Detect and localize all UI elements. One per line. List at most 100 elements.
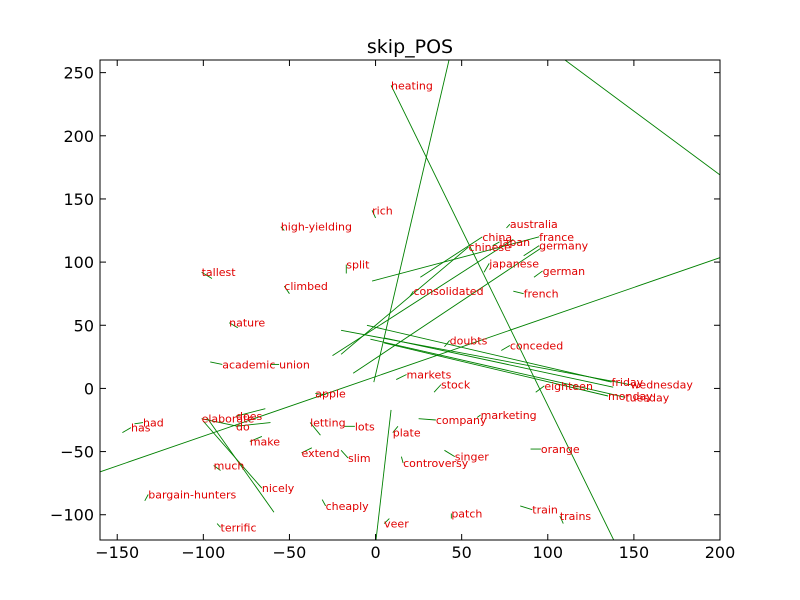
word-vector-line bbox=[483, 263, 490, 273]
x-tick-label: 50 bbox=[451, 543, 471, 562]
word-label: veer bbox=[384, 518, 409, 531]
word-label: split bbox=[346, 259, 370, 272]
x-tick-label: −150 bbox=[95, 543, 139, 562]
word-label: chinese bbox=[469, 241, 512, 254]
y-tick-label: 100 bbox=[63, 253, 94, 272]
word-vector-line bbox=[340, 246, 469, 355]
word-label: australia bbox=[510, 218, 558, 231]
word-label: tallest bbox=[202, 266, 237, 279]
line-layer bbox=[100, 60, 720, 540]
y-tick-label: 250 bbox=[63, 64, 94, 83]
word-label: doubts bbox=[450, 334, 488, 347]
word-label: heating bbox=[391, 79, 433, 92]
connector-line bbox=[100, 257, 720, 473]
x-tick-label: 200 bbox=[705, 543, 736, 562]
word-label: japan bbox=[499, 236, 531, 249]
y-tick-label: 200 bbox=[63, 127, 94, 146]
word-label: japanese bbox=[488, 257, 539, 270]
word-vector-line bbox=[492, 241, 500, 247]
y-tick-label: 50 bbox=[74, 316, 94, 335]
word-vector-line bbox=[216, 523, 221, 528]
word-vector-line bbox=[400, 456, 404, 464]
chart-title: skip_POS bbox=[367, 36, 453, 58]
word-label: apple bbox=[315, 387, 346, 400]
word-label: controversy bbox=[403, 457, 469, 470]
word-label: eighteen bbox=[544, 380, 593, 393]
word-label: letting bbox=[310, 417, 345, 430]
word-vector-line bbox=[134, 422, 144, 425]
word-vector-line bbox=[144, 494, 149, 502]
word-label: france bbox=[539, 231, 574, 244]
word-vector-line bbox=[383, 518, 390, 524]
word-vector-line bbox=[283, 285, 290, 294]
word-vector-line bbox=[341, 329, 631, 386]
word-vector-line bbox=[122, 427, 132, 434]
tick-layer: −150 −100 −50 0 50 100 150 200−100−500501001502… bbox=[50, 60, 735, 562]
word-label: singer bbox=[455, 451, 490, 464]
word-vector-line bbox=[280, 226, 285, 231]
word-label: stock bbox=[441, 379, 471, 392]
connector-line bbox=[206, 417, 275, 513]
word-label: trains bbox=[560, 510, 592, 523]
word-label: had bbox=[143, 417, 164, 430]
plot-frame bbox=[99, 59, 721, 541]
word-label: academic bbox=[222, 358, 275, 371]
word-vector-line bbox=[210, 361, 223, 365]
word-label: tuesday bbox=[625, 391, 670, 404]
word-vector-line bbox=[409, 290, 414, 297]
word-vector-line bbox=[309, 422, 321, 436]
x-tick-label: 0 bbox=[370, 543, 380, 562]
word-vector-line bbox=[420, 236, 483, 278]
word-vector-line bbox=[535, 385, 545, 393]
word-vector-line bbox=[236, 422, 271, 427]
word-vector-line bbox=[533, 270, 543, 278]
connector-line bbox=[352, 247, 542, 374]
connector-line bbox=[375, 409, 392, 540]
word-vector-line bbox=[501, 345, 511, 351]
word-label: train bbox=[532, 504, 558, 517]
word-label: german bbox=[543, 265, 586, 278]
word-vector-line bbox=[371, 236, 540, 282]
word-label: do bbox=[236, 420, 250, 433]
word-vector-line bbox=[559, 515, 564, 524]
connector-line bbox=[373, 60, 450, 383]
word-vector-line bbox=[523, 245, 540, 257]
y-tick-label: −50 bbox=[60, 443, 94, 462]
word-label: patch bbox=[451, 507, 482, 520]
word-vector-line bbox=[228, 322, 239, 329]
word-label: extend bbox=[302, 447, 340, 460]
word-label: climbed bbox=[284, 280, 328, 293]
word-vector-line bbox=[371, 210, 376, 219]
x-tick-label: 150 bbox=[619, 543, 650, 562]
word-vector-line bbox=[433, 384, 442, 393]
word-label: markets bbox=[407, 369, 452, 382]
word-label: high-yielding bbox=[281, 221, 352, 234]
word-vector-line bbox=[418, 418, 436, 421]
word-label: nature bbox=[229, 317, 265, 330]
word-vector-line bbox=[249, 436, 263, 442]
word-vector-line bbox=[506, 223, 511, 229]
word-label: cheaply bbox=[326, 500, 370, 513]
word-vector-line bbox=[201, 418, 238, 427]
word-label: china bbox=[482, 231, 512, 244]
word-vector-line bbox=[390, 85, 615, 540]
word-label: much bbox=[214, 459, 245, 472]
word-label: union bbox=[279, 358, 310, 371]
word-label: plate bbox=[393, 427, 421, 440]
y-tick-label: 0 bbox=[84, 379, 94, 398]
y-tick-label: 150 bbox=[63, 190, 94, 209]
connector-line bbox=[564, 60, 720, 176]
word-label: orange bbox=[541, 443, 580, 456]
word-label: terrific bbox=[221, 521, 257, 534]
word-label: conceded bbox=[510, 339, 563, 352]
word-label: rich bbox=[372, 204, 393, 217]
word-label: make bbox=[250, 435, 280, 448]
x-tick-label: 100 bbox=[533, 543, 564, 562]
word-vector-line bbox=[396, 374, 407, 380]
word-vector-line bbox=[513, 290, 524, 295]
word-label: friday bbox=[612, 376, 644, 389]
word-label: company bbox=[436, 414, 487, 427]
word-label: has bbox=[131, 422, 151, 435]
word-label: elaborate bbox=[202, 413, 255, 426]
word-vector-line bbox=[444, 449, 456, 458]
